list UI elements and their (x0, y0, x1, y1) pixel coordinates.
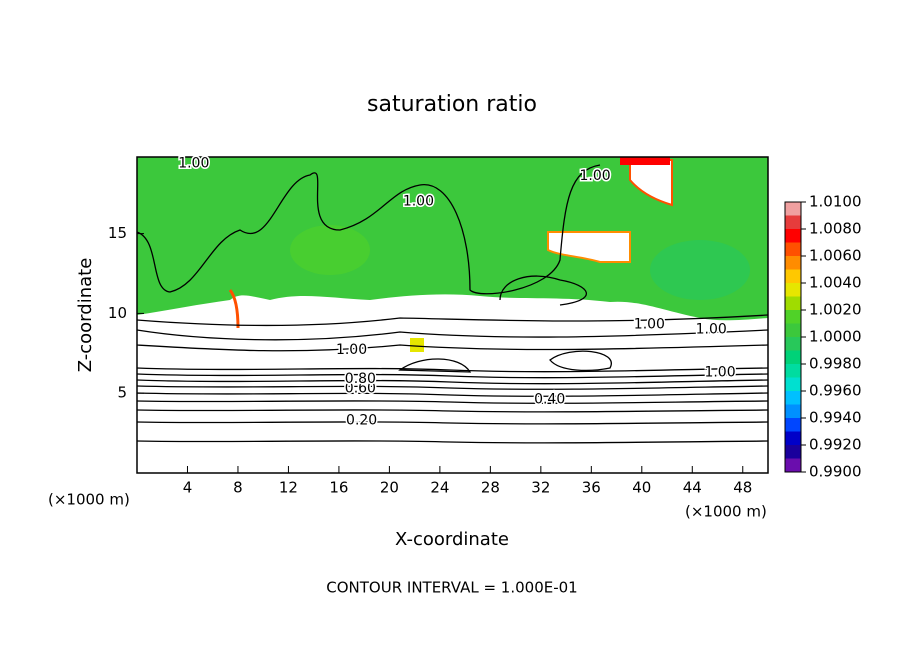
x-tick-label: 16 (329, 479, 348, 497)
x-tick-label: 4 (183, 479, 193, 497)
colorbar-segment (785, 296, 801, 310)
colorbar-segment (785, 391, 801, 405)
colorbar-tick-label: 1.0080 (809, 220, 862, 238)
colorbar-segment (785, 445, 801, 459)
x-tick-label: 32 (531, 479, 550, 497)
colorbar-tick-label: 0.9980 (809, 355, 862, 373)
x-axis-label: X-coordinate (395, 529, 509, 550)
colorbar-segment (785, 458, 801, 472)
contour-field (136, 157, 769, 473)
y-tick-label: 15 (108, 224, 127, 242)
colorbar-segment (785, 283, 801, 297)
contour-label: 1.00 (696, 321, 727, 337)
contour-label: 1.00 (704, 364, 735, 380)
colorbar-segment (785, 337, 801, 351)
colorbar-segment (785, 350, 801, 364)
colorbar-tick-label: 0.9900 (809, 463, 862, 481)
x-tick-label: 24 (430, 479, 449, 497)
contour-label: 0.40 (534, 392, 565, 408)
chart-title: saturation ratio (367, 92, 537, 117)
colorbar-tick-label: 0.9960 (809, 382, 862, 400)
x-tick-label: 48 (733, 479, 752, 497)
colorbar-tick-label: 1.0020 (809, 301, 862, 319)
colorbar-segment (785, 269, 801, 283)
x-tick-label: 44 (683, 479, 702, 497)
colorbar-segment (785, 418, 801, 432)
colorbar-segment (785, 364, 801, 378)
x-tick-label: 36 (582, 479, 601, 497)
contour-label: 1.00 (580, 168, 611, 184)
colorbar-segment (785, 215, 801, 229)
contour-label: 1.00 (336, 342, 367, 358)
contour-label: 1.00 (403, 194, 434, 210)
colorbar-segment (785, 431, 801, 445)
colorbar-segment (785, 404, 801, 418)
contour-label: 0.80 (345, 371, 376, 387)
plot-frame (136, 156, 769, 474)
colorbar-tick-label: 1.0000 (809, 328, 862, 346)
x-unit-label: (×1000 m) (685, 503, 767, 521)
y-tick-label: 10 (108, 304, 127, 322)
colorbar-segment (785, 202, 801, 216)
contour-label: 0.20 (346, 412, 377, 428)
colorbar-segment (785, 256, 801, 270)
x-unit-label: (×1000 m) (48, 491, 130, 509)
colorbar-tick-label: 0.9920 (809, 436, 862, 454)
contour-label: 0.60 (345, 380, 376, 396)
x-tick-label: 28 (481, 479, 500, 497)
colorbar-tick-label: 0.9940 (809, 409, 862, 427)
x-tick-label: 20 (380, 479, 399, 497)
colorbar-tick-label: 1.0060 (809, 247, 862, 265)
colorbar-tick-label: 1.0100 (809, 193, 862, 211)
contour-label: 1.00 (634, 317, 665, 333)
colorbar-segment (785, 323, 801, 337)
colorbar-segment (785, 377, 801, 391)
footer: CONTOUR INTERVAL = 1.000E-01 (326, 579, 577, 597)
x-tick-label: 40 (632, 479, 651, 497)
x-tick-label: 12 (279, 479, 298, 497)
x-tick-label: 8 (233, 479, 243, 497)
y-axis-label: Z-coordinate (75, 258, 96, 373)
colorbar-tick-label: 1.0040 (809, 274, 862, 292)
colorbar-segment (785, 242, 801, 256)
colorbar-segment (785, 229, 801, 243)
contour-label: 1.00 (178, 155, 209, 171)
y-tick-label: 5 (117, 384, 127, 402)
colorbar-segment (785, 310, 801, 324)
